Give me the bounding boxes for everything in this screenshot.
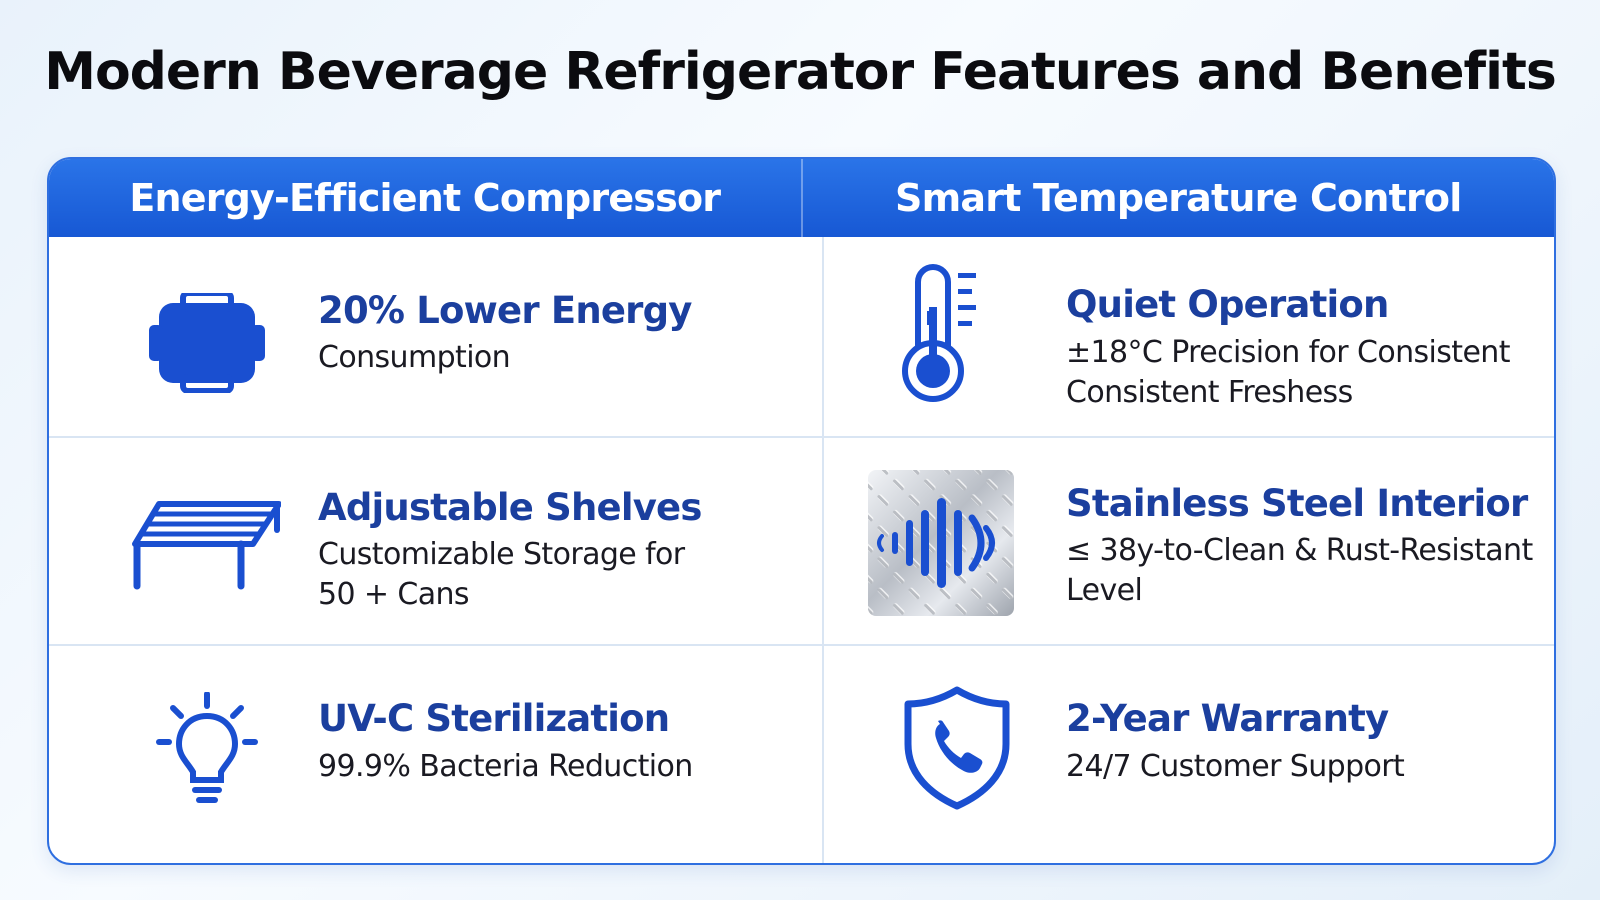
- feature-grid: 20% Lower Energy Consumption Quiet Opera…: [49, 237, 1554, 863]
- feature-title: UV-C Sterilization: [318, 697, 670, 740]
- feature-cell-stainless: Stainless Steel Interior ≤ 38y-to-Clean …: [824, 438, 1554, 644]
- feature-cell-warranty: 2-Year Warranty 24/7 Customer Support: [824, 646, 1554, 863]
- feature-desc-line: Consumption: [318, 340, 511, 375]
- sound-wave-steel-icon: [868, 470, 1014, 621]
- feature-title: Quiet Operation: [1066, 283, 1389, 326]
- feature-table: Energy-Efficient Compressor Smart Temper…: [47, 157, 1556, 865]
- feature-desc-line: Level: [1066, 573, 1143, 608]
- feature-cell-quiet: Quiet Operation ±18°C Precision for Cons…: [824, 237, 1554, 436]
- shield-phone-icon: [904, 686, 1010, 815]
- column-header-right: Smart Temperature Control: [895, 176, 1462, 220]
- feature-cell-energy: 20% Lower Energy Consumption: [49, 237, 822, 436]
- feature-desc-line: ≤ 38y-to-Clean & Rust-Resistant: [1066, 533, 1533, 568]
- feature-title: 20% Lower Energy: [318, 289, 692, 332]
- compressor-icon: [147, 290, 267, 398]
- column-header-left: Energy-Efficient Compressor: [129, 176, 721, 220]
- header-divider: [800, 159, 803, 237]
- feature-cell-shelves: Adjustable Shelves Customizable Storage …: [49, 438, 822, 644]
- feature-desc-line: ±18°C Precision for Consistent: [1066, 335, 1510, 370]
- feature-desc-line: 24/7 Customer Support: [1066, 749, 1405, 784]
- row-divider: [49, 644, 1554, 646]
- feature-desc-line: 99.9% Bacteria Reduction: [318, 749, 693, 784]
- thermometer-icon: [898, 261, 988, 411]
- feature-desc-line: Customizable Storage for: [318, 537, 685, 572]
- row-divider: [49, 436, 1554, 438]
- feature-desc-line: 50 + Cans: [318, 577, 470, 612]
- feature-cell-uvc: UV-C Sterilization 99.9% Bacteria Reduct…: [49, 646, 822, 863]
- feature-title: 2-Year Warranty: [1066, 697, 1389, 740]
- feature-desc-line: Consistent Freshess: [1066, 375, 1353, 410]
- lightbulb-icon: [155, 691, 259, 813]
- shelf-icon: [131, 500, 282, 595]
- column-divider: [822, 237, 824, 863]
- page-title: Modern Beverage Refrigerator Features an…: [44, 42, 1557, 102]
- table-header: Energy-Efficient Compressor Smart Temper…: [49, 159, 1554, 237]
- feature-title: Adjustable Shelves: [318, 486, 702, 529]
- feature-title: Stainless Steel Interior: [1066, 482, 1528, 525]
